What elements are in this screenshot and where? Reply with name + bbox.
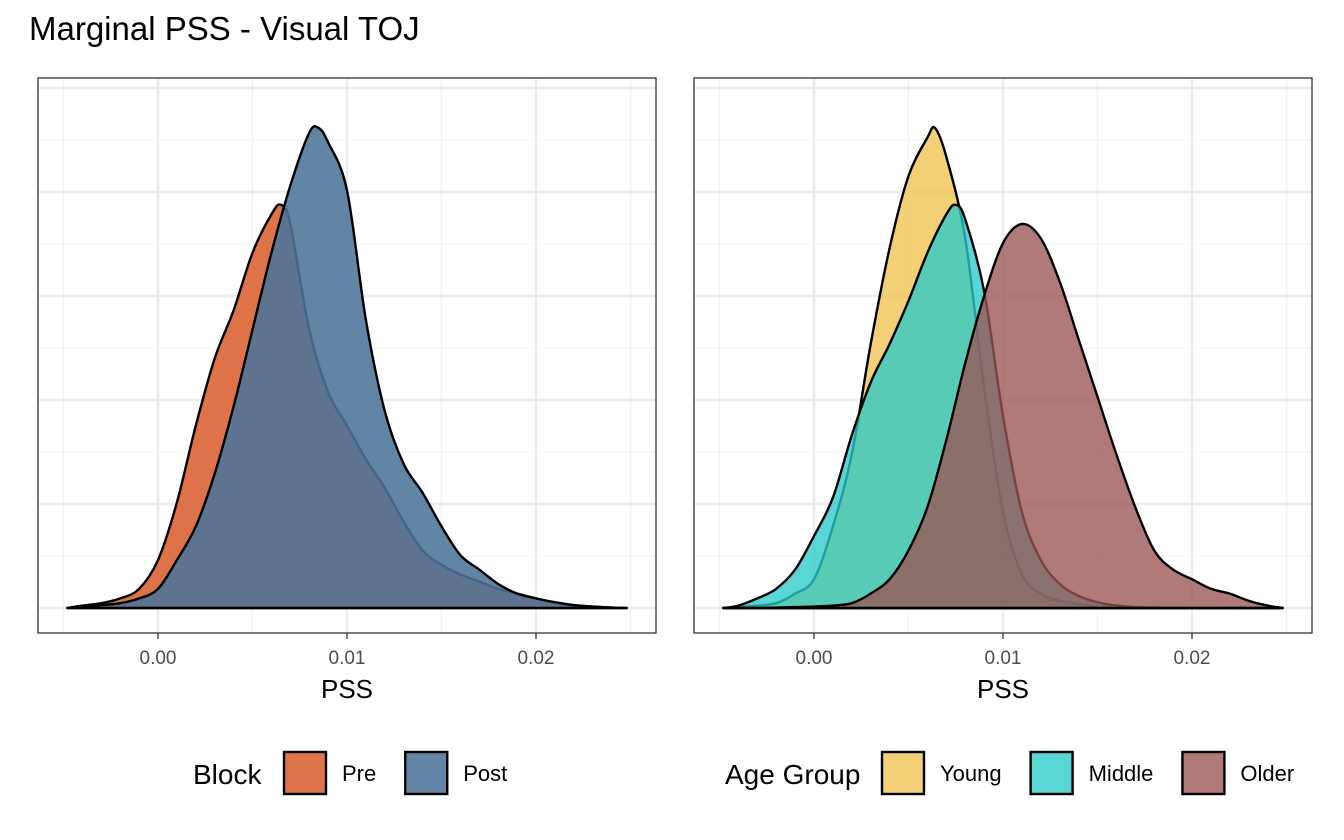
legend-label-middle: Middle [1089, 761, 1154, 786]
density-older [722, 222, 1284, 610]
legend-title: Age Group [725, 759, 860, 790]
x-axis-title: PSS [977, 674, 1029, 704]
density-post [66, 125, 628, 610]
legend-title: Block [193, 759, 262, 790]
legend-key-young [880, 750, 926, 796]
x-axis-title: PSS [321, 674, 373, 704]
legend-label-pre: Pre [342, 761, 376, 786]
panel-block: 0.00 0.01 0.02 PSS [37, 77, 657, 704]
legend-label-young: Young [940, 761, 1002, 786]
legend-key-pre [282, 750, 328, 796]
grid [694, 78, 1312, 633]
x-tick-label: 0.02 [1173, 648, 1210, 669]
x-tick-label: 0.00 [796, 648, 833, 669]
legend-age-group: Age Group Young Middle Older [725, 750, 1294, 796]
legend-key-middle [1029, 750, 1074, 796]
legend-label-older: Older [1240, 761, 1294, 786]
legend-label-post: Post [463, 761, 507, 786]
x-tick-label: 0.00 [140, 648, 177, 669]
x-tick-label: 0.01 [329, 648, 366, 669]
chart-title: Marginal PSS - Visual TOJ [29, 10, 420, 47]
panel-age-group: 0.00 0.01 0.02 PSS [693, 77, 1313, 704]
x-tick-label: 0.01 [985, 648, 1022, 669]
legend-block: Block Pre Post [193, 750, 507, 796]
legend-key-post [404, 750, 449, 796]
legend-key-older [1181, 750, 1226, 796]
x-tick-label: 0.02 [517, 648, 554, 669]
